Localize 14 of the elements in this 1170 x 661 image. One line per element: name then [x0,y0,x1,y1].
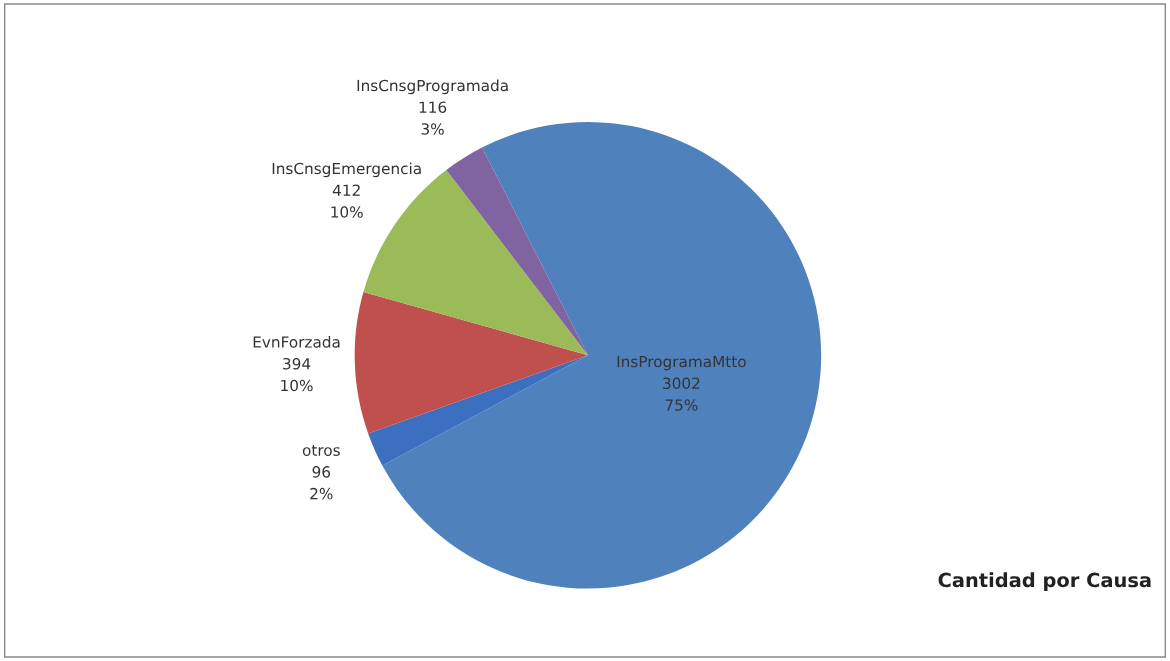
data-label: 116 3% [419,101,447,135]
slice-label: otros [302,444,340,456]
data-label: 394 10% [281,357,313,392]
data-label: 412 10% [331,184,363,218]
slice-label: InsCnsgProgramada [357,79,508,95]
pie-slice [368,355,588,466]
data-label: 96 2% [310,466,333,500]
slice-label: EvnForzada [253,335,340,348]
data-label: 3002 75% [663,377,700,411]
text: Cantidad por Causa [938,572,1151,592]
pie-slice [446,147,588,356]
pie-slice [354,292,588,434]
slice-label: InsCnsgEmergencia [272,162,421,178]
slice-label: InsProgramaMtto [617,355,746,371]
